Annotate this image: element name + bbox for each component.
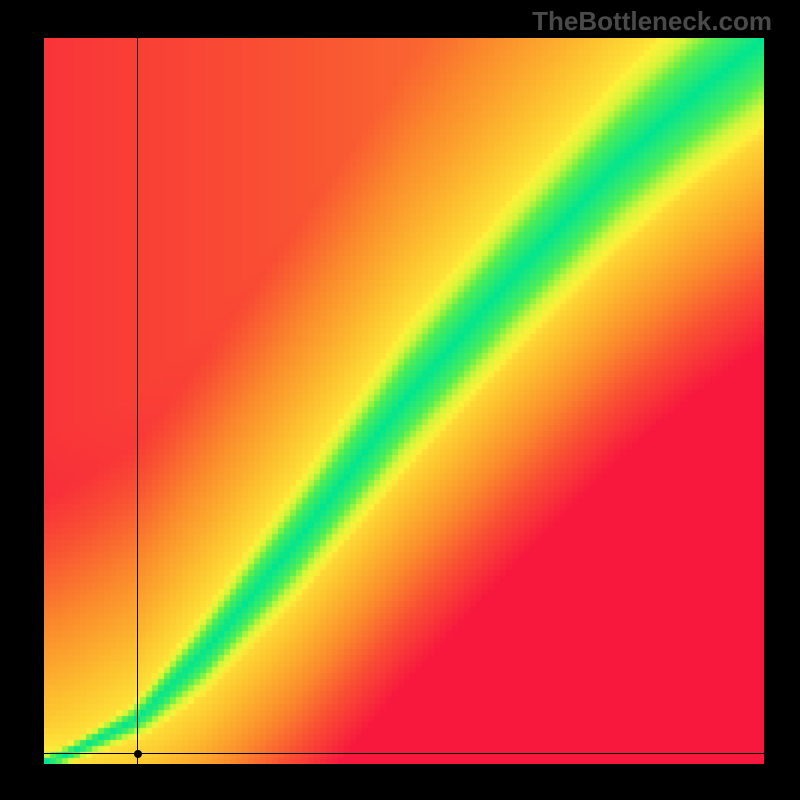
watermark-text: TheBottleneck.com xyxy=(532,6,772,37)
crosshair-dot xyxy=(134,750,142,758)
root-container: { "watermark": { "text": "TheBottleneck.… xyxy=(0,0,800,800)
plot-area xyxy=(44,38,764,764)
bottleneck-heatmap xyxy=(44,38,764,764)
crosshair-horizontal xyxy=(44,753,764,754)
crosshair-vertical xyxy=(137,38,138,764)
